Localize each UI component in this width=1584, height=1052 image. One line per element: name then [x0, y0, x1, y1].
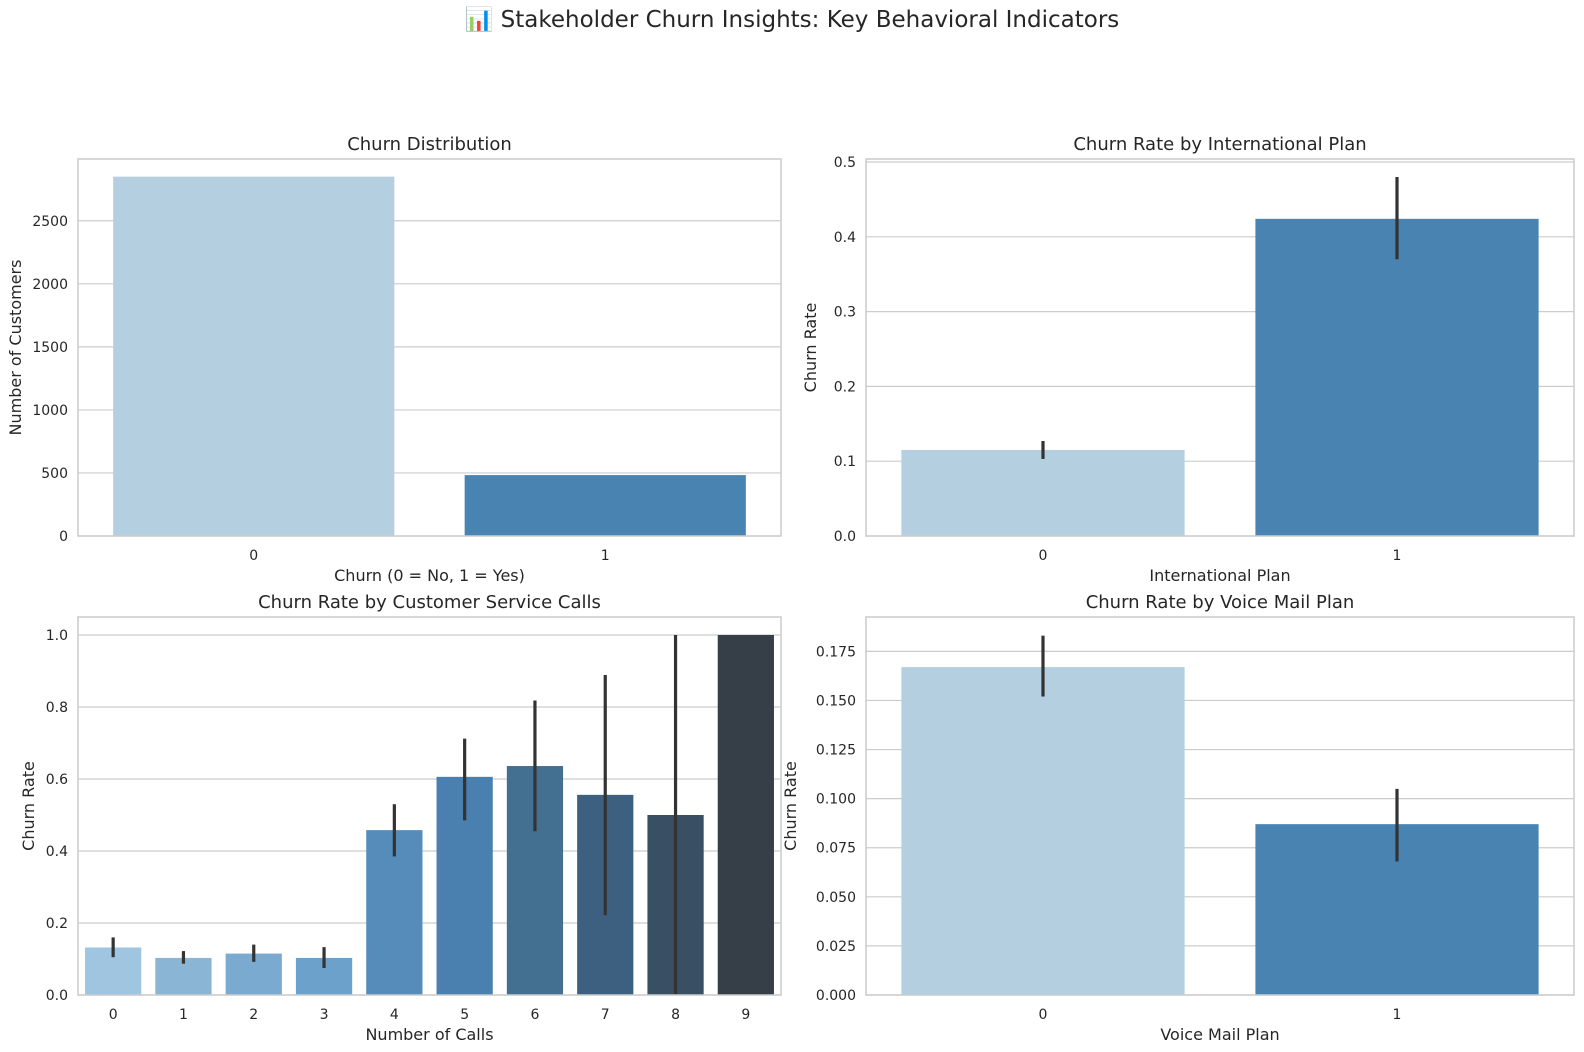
subplot-churn-rate-by-voice-mail-plan: 0.000 0.025 0.050 0.075 0.100 0.125 0.150 0.175…	[781, 592, 1575, 1044]
y-axis-label: Churn Rate	[781, 761, 800, 851]
y-tick-label: 0.000	[816, 988, 856, 1004]
x-axis-label: Voice Mail Plan	[1160, 1025, 1279, 1044]
y-tick-label: 0.4	[46, 844, 68, 860]
x-tick-label: 0	[1039, 1007, 1048, 1023]
y-tick-label: 0.125	[816, 743, 856, 759]
x-tick-label: 5	[460, 1007, 469, 1023]
y-tick-label: 500	[41, 466, 68, 482]
bar-9	[717, 635, 774, 995]
x-tick-label: 0	[1039, 548, 1048, 564]
x-tick-label: 0	[109, 1007, 118, 1023]
bar-0	[901, 449, 1185, 536]
bar-4	[366, 830, 423, 995]
y-axis-label: Churn Rate	[19, 761, 38, 851]
y-tick-label: 0.175	[816, 644, 856, 660]
x-tick-label: 7	[601, 1007, 610, 1023]
subplot-title: Churn Rate by Voice Mail Plan	[1086, 592, 1355, 613]
subplot-title: Churn Rate by International Plan	[1073, 134, 1366, 155]
x-tick-label: 6	[530, 1007, 539, 1023]
figure-title: 📊 Stakeholder Churn Insights: Key Behavi…	[464, 7, 1120, 33]
y-tick-label: 2000	[32, 277, 68, 293]
axes-frame	[865, 616, 1575, 996]
bar-1	[464, 475, 746, 536]
y-tick-label: 0	[59, 529, 68, 545]
y-tick-label: 0.2	[834, 379, 856, 395]
y-tick-label: 0.075	[816, 841, 856, 857]
axes-frame	[77, 158, 782, 537]
x-tick-label: 1	[1393, 1007, 1402, 1023]
y-tick-label: 1000	[32, 403, 68, 419]
y-tick-label: 0.1	[834, 454, 856, 470]
subplot-churn-rate-by-international-plan: 0.0 0.1 0.2 0.3 0.4 0.5 0 1 Churn Rate by Intern…	[801, 134, 1575, 585]
x-tick-label: 1	[179, 1007, 188, 1023]
bar-0	[113, 176, 395, 537]
y-tick-label: 0.0	[46, 988, 68, 1004]
axes-frame	[77, 616, 782, 996]
subplot-churn-distribution: 0 500 1000 1500 2000 2500 0 1 Churn Distribution…	[6, 134, 782, 585]
x-tick-label: 1	[1393, 548, 1402, 564]
x-tick-label: 3	[320, 1007, 329, 1023]
y-tick-label: 0.100	[816, 792, 856, 808]
x-axis-label: International Plan	[1149, 566, 1290, 585]
y-tick-label: 1500	[32, 340, 68, 356]
x-axis-label: Churn (0 = No, 1 = Yes)	[334, 566, 525, 585]
x-tick-label: 0	[249, 548, 258, 564]
bar-0	[901, 667, 1185, 995]
x-tick-label: 2	[249, 1007, 258, 1023]
y-tick-label: 0.2	[46, 916, 68, 932]
y-tick-label: 0.4	[834, 230, 856, 246]
x-axis-label: Number of Calls	[365, 1025, 493, 1044]
y-tick-label: 0.5	[834, 155, 856, 171]
y-axis-label: Number of Customers	[6, 260, 25, 436]
x-tick-label: 1	[601, 548, 610, 564]
y-tick-label: 0.3	[834, 305, 856, 321]
y-tick-label: 0.150	[816, 693, 856, 709]
y-tick-label: 1.0	[46, 628, 68, 644]
bar-1	[155, 957, 212, 995]
x-tick-label: 9	[741, 1007, 750, 1023]
x-tick-label: 8	[671, 1007, 680, 1023]
subplot-title: Churn Distribution	[347, 134, 512, 155]
x-tick-label: 4	[390, 1007, 399, 1023]
y-tick-label: 0.6	[46, 772, 68, 788]
y-tick-label: 0.025	[816, 939, 856, 955]
bar-1	[1255, 218, 1539, 537]
y-axis-label: Churn Rate	[801, 303, 820, 393]
axes-frame	[865, 158, 1575, 537]
subplot-churn-rate-by-customer-service-calls: 0.0 0.2 0.4 0.6 0.8 1.0 0 1 2 3 4 5 6 7 8 9 Churn Rate b…	[19, 592, 782, 1044]
y-tick-label: 0.8	[46, 700, 68, 716]
y-tick-label: 2500	[32, 214, 68, 230]
y-tick-label: 0.050	[816, 890, 856, 906]
y-tick-label: 0.0	[834, 529, 856, 545]
subplot-title: Churn Rate by Customer Service Calls	[258, 592, 601, 613]
